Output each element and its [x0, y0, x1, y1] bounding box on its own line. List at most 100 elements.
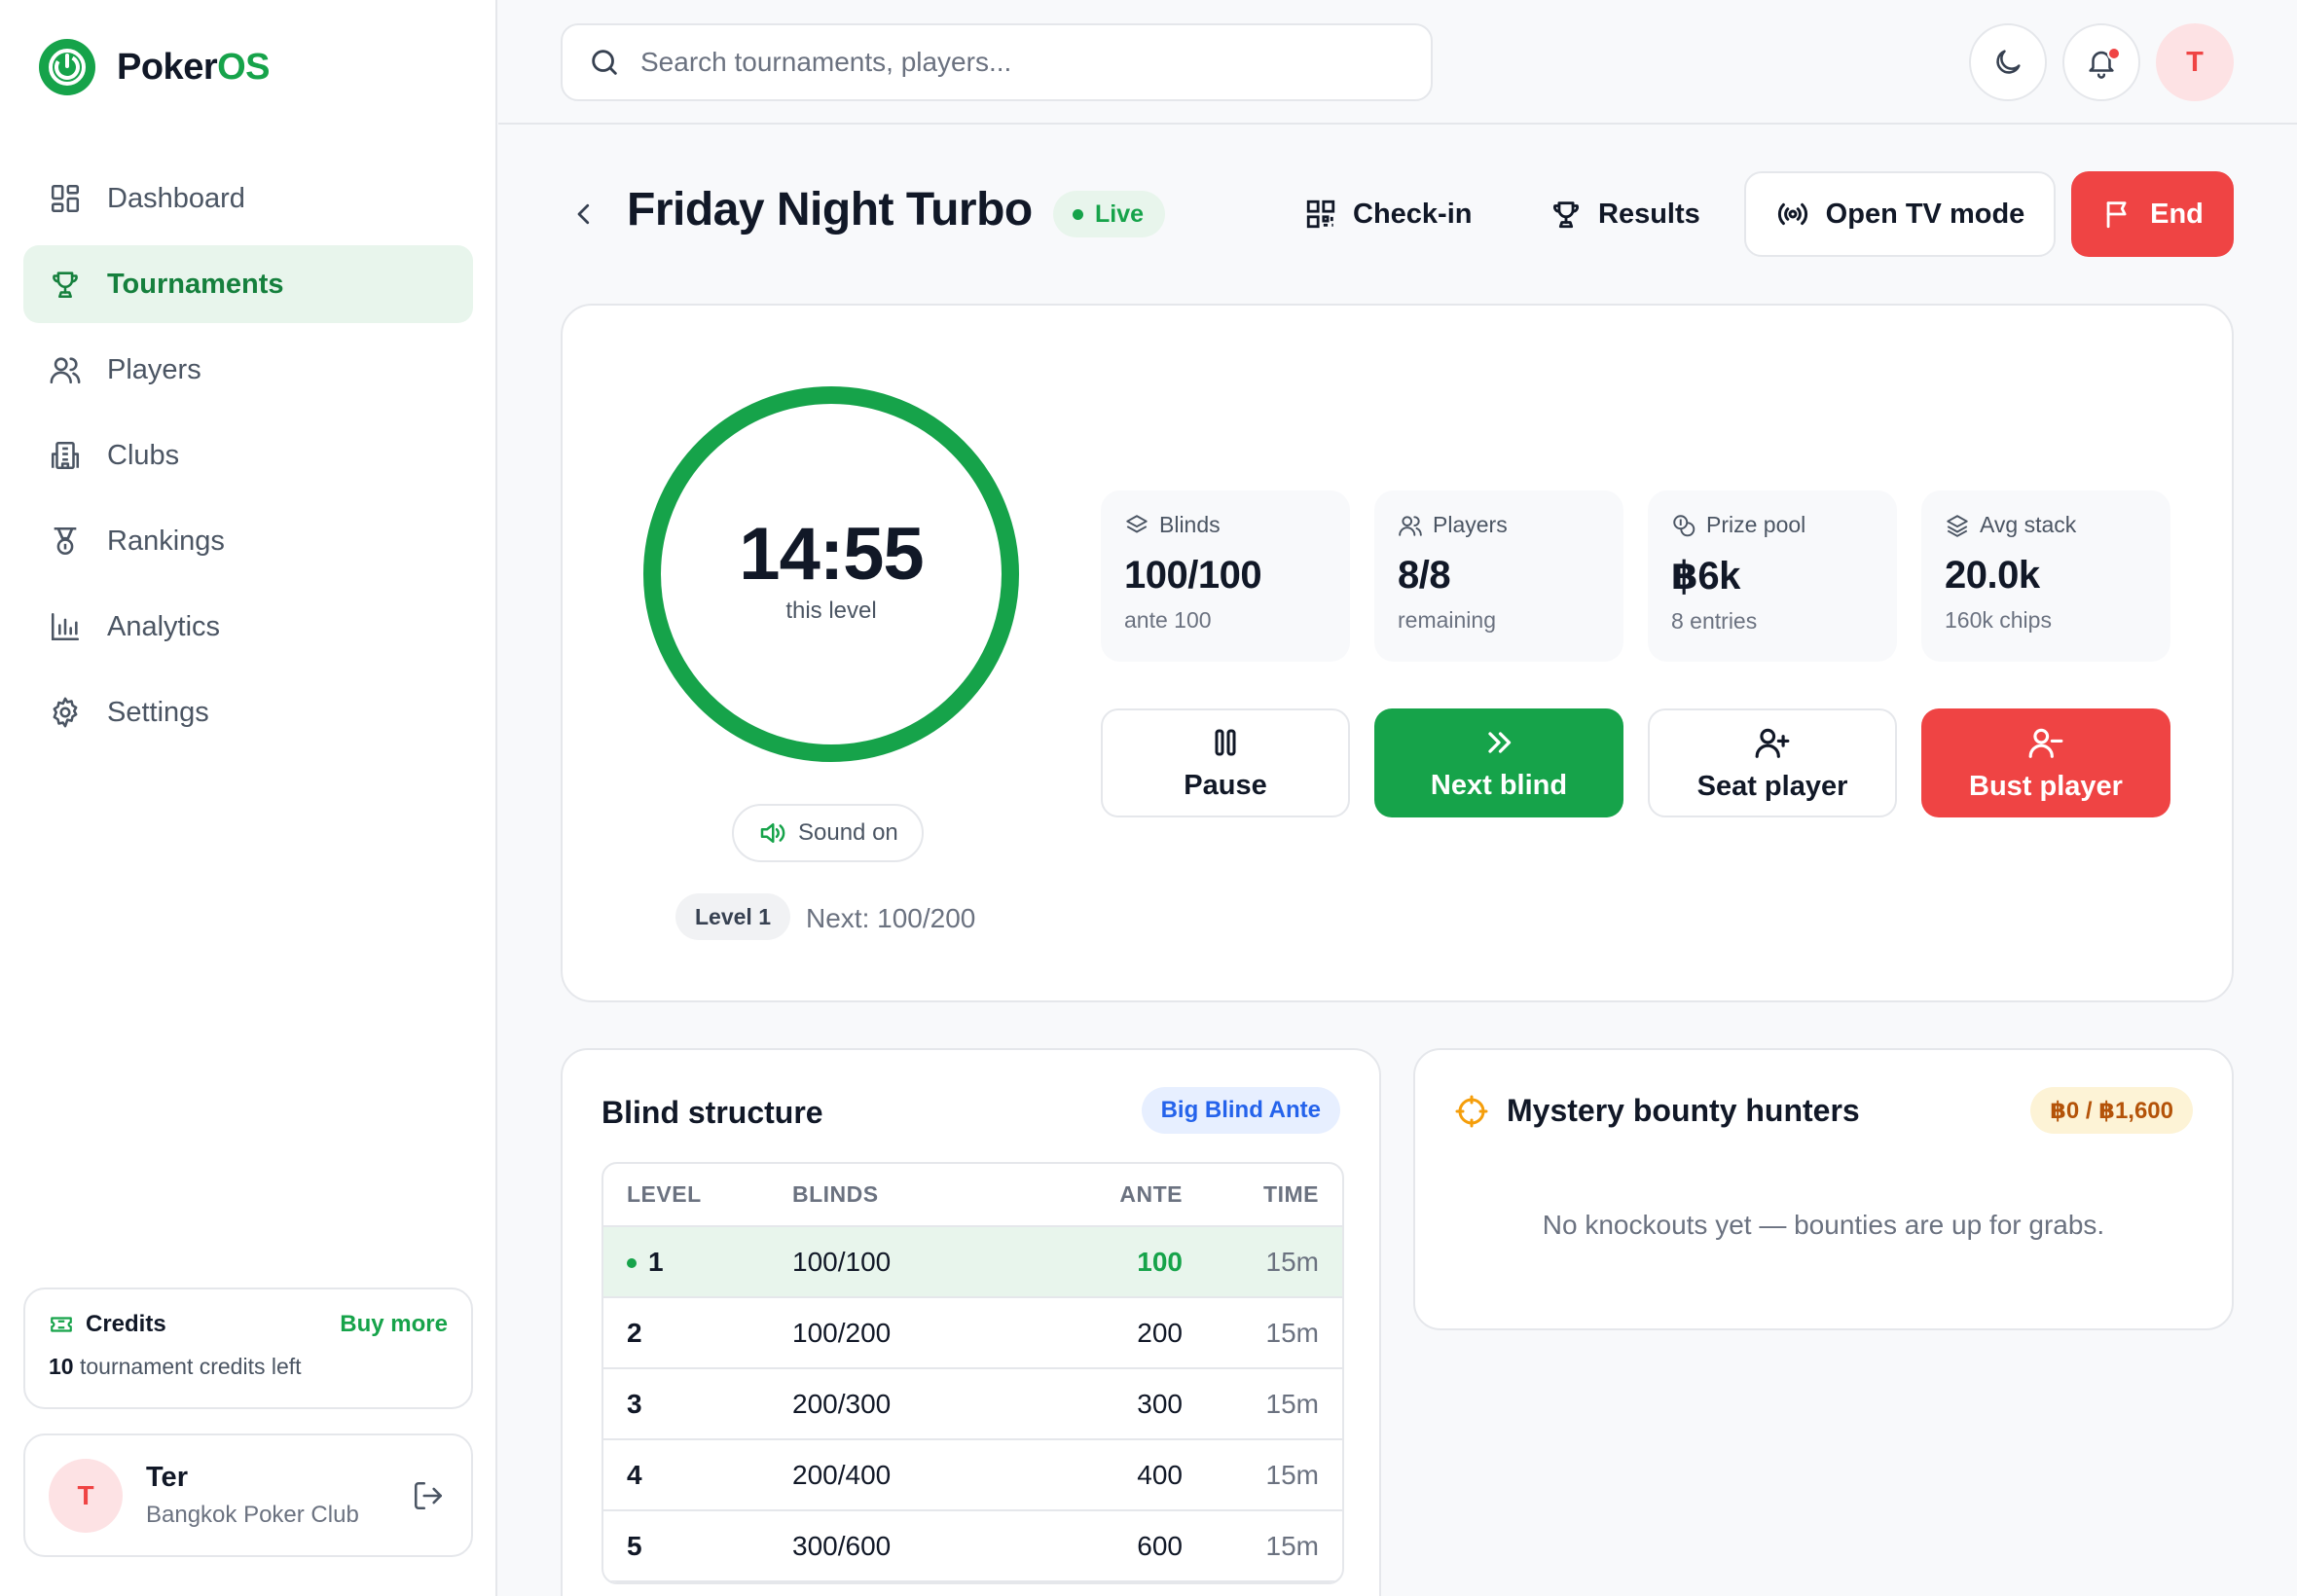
table-row[interactable]: 1 100/100 100 15m [603, 1226, 1342, 1298]
ante-cell: 100 [1040, 1226, 1206, 1298]
dashboard-icon [47, 180, 84, 217]
sidebar-item-label: Clubs [107, 439, 180, 471]
bounty-title: Mystery bounty hunters [1454, 1093, 1860, 1129]
sidebar-item-label: Rankings [107, 525, 225, 557]
sound-toggle[interactable]: Sound on [732, 804, 924, 862]
search-input[interactable] [640, 47, 1380, 78]
stat-sub: 160k chips [1945, 607, 2052, 633]
bounty-total-badge: ฿0 / ฿1,600 [2030, 1087, 2193, 1134]
ante-cell: 200 [1040, 1297, 1206, 1369]
moon-icon [1991, 46, 2024, 79]
user-card: T Ter Bangkok Poker Club [23, 1433, 473, 1557]
stat-blinds: Blinds 100/100 ante 100 [1101, 490, 1350, 662]
brand-name: PokerOS [117, 46, 271, 88]
layers-icon [1945, 513, 1970, 538]
level-badge: Level 1 [675, 893, 790, 940]
chevrons-right-icon [1481, 725, 1516, 760]
check-in-button[interactable]: Check-in [1281, 171, 1495, 257]
blinds-cell: 200/300 [769, 1368, 1040, 1440]
next-blind-button[interactable]: Next blind [1374, 708, 1623, 817]
avatar[interactable]: T [49, 1458, 123, 1533]
timer-ring [643, 386, 1019, 762]
broadcast-icon [1775, 197, 1810, 232]
notification-dot [2107, 47, 2121, 60]
level-cell: 4 [603, 1439, 769, 1511]
sidebar-item-players[interactable]: Players [23, 331, 473, 409]
users-icon [1398, 513, 1423, 538]
notifications-button[interactable] [2062, 23, 2140, 101]
back-button[interactable] [565, 195, 603, 234]
brand[interactable]: PokerOS [39, 39, 271, 95]
ante-cell: 300 [1040, 1368, 1206, 1440]
bust-player-button[interactable]: Bust player [1921, 708, 2170, 817]
ticket-icon [49, 1312, 74, 1337]
table-row[interactable]: 3 200/300 300 15m [603, 1368, 1342, 1440]
sidebar-item-label: Settings [107, 696, 209, 728]
current-level-dot [627, 1258, 637, 1269]
column-header: LEVEL [603, 1164, 769, 1227]
stat-value: ฿6k [1671, 555, 1740, 598]
end-tournament-button[interactable]: End [2071, 171, 2234, 257]
medal-icon [47, 523, 84, 560]
seat-player-button[interactable]: Seat player [1648, 708, 1897, 817]
stat-value: 100/100 [1124, 554, 1262, 597]
sidebar: PokerOS Dashboard Tournaments Players Cl… [0, 0, 497, 1596]
crosshair-icon [1454, 1094, 1489, 1129]
time-cell: 15m [1206, 1368, 1342, 1440]
live-dot [1073, 208, 1083, 220]
level-cell: 5 [603, 1510, 769, 1582]
sidebar-item-rankings[interactable]: Rankings [23, 502, 473, 580]
user-minus-icon [2027, 724, 2064, 761]
speaker-icon [757, 818, 786, 848]
logout-icon[interactable] [409, 1476, 448, 1515]
sidebar-item-clubs[interactable]: Clubs [23, 417, 473, 494]
ante-cell: 600 [1040, 1510, 1206, 1582]
topbar: T [498, 0, 2297, 125]
bell-icon [2085, 46, 2118, 79]
level-cell: 2 [603, 1297, 769, 1369]
status-badge: Live [1053, 191, 1166, 237]
results-button[interactable]: Results [1526, 171, 1724, 257]
stat-avg-stack: Avg stack 20.0k 160k chips [1921, 490, 2170, 662]
stat-value: 8/8 [1398, 554, 1451, 597]
user-name: Ter [146, 1462, 188, 1493]
search-icon [588, 46, 621, 79]
sidebar-item-label: Tournaments [107, 268, 284, 300]
dark-mode-toggle[interactable] [1969, 23, 2047, 101]
sidebar-item-tournaments[interactable]: Tournaments [23, 245, 473, 323]
sidebar-item-dashboard[interactable]: Dashboard [23, 160, 473, 237]
buy-more-link[interactable]: Buy more [340, 1311, 448, 1337]
search-bar[interactable] [561, 23, 1433, 101]
table-row[interactable]: 5 300/600 600 15m [603, 1510, 1342, 1582]
trophy-icon [47, 266, 84, 303]
table-row[interactable]: 2 100/200 200 15m [603, 1297, 1342, 1369]
sidebar-item-analytics[interactable]: Analytics [23, 588, 473, 666]
flag-icon [2101, 198, 2134, 231]
timer-caption: this level [785, 598, 877, 624]
stat-sub: 8 entries [1671, 608, 1758, 634]
sidebar-item-settings[interactable]: Settings [23, 673, 473, 751]
blind-structure-title: Blind structure [602, 1095, 823, 1130]
pause-icon [1208, 725, 1243, 760]
credits-card: Credits Buy more 10 tournament credits l… [23, 1288, 473, 1409]
empty-state-text: No knockouts yet — bounties are up for g… [1542, 1210, 2105, 1240]
trophy-icon [1550, 198, 1583, 231]
page-title: Friday Night Turbo [627, 184, 1033, 236]
table-row[interactable]: 4 200/400 400 15m [603, 1439, 1342, 1511]
sidebar-item-label: Analytics [107, 610, 221, 642]
gear-icon [47, 694, 84, 731]
users-icon [47, 351, 84, 388]
pause-button[interactable]: Pause [1101, 708, 1350, 817]
timer-value: 14:55 [739, 513, 924, 596]
power-logo-icon [39, 39, 95, 95]
sidebar-item-label: Dashboard [107, 182, 245, 214]
user-plus-icon [1754, 724, 1791, 761]
time-cell: 15m [1206, 1510, 1342, 1582]
avatar[interactable]: T [2156, 23, 2234, 101]
open-tv-mode-button[interactable]: Open TV mode [1744, 171, 2056, 257]
time-cell: 15m [1206, 1439, 1342, 1511]
time-cell: 15m [1206, 1297, 1342, 1369]
timer-card: 14:55 this level Sound on Level 1 Next: … [561, 304, 2234, 1002]
qr-code-icon [1304, 198, 1337, 231]
stat-sub: ante 100 [1124, 607, 1212, 633]
